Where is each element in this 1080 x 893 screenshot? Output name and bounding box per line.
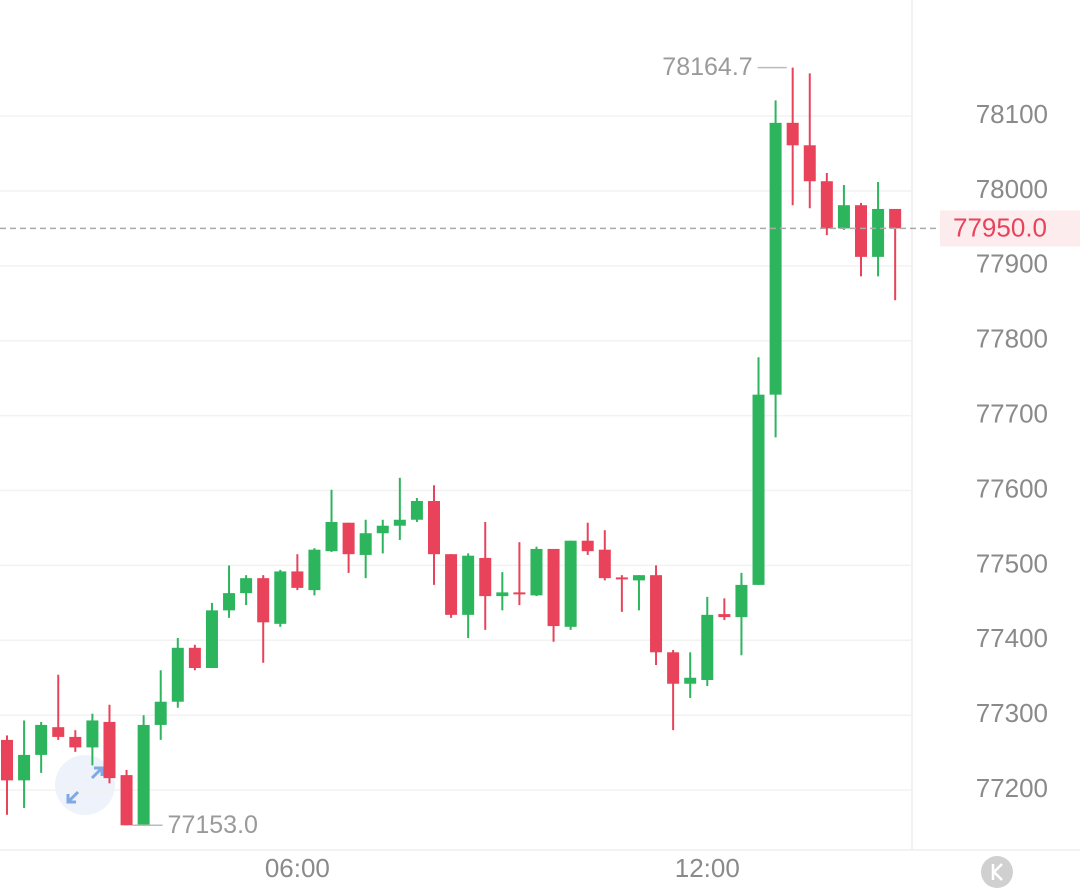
candle-body	[393, 519, 406, 526]
candle-body	[342, 522, 355, 555]
candle-body	[650, 575, 663, 653]
max-label: 78164.7	[662, 53, 752, 81]
candle-body	[581, 540, 594, 552]
y-tick-label: 77700	[976, 399, 1048, 429]
candle-body	[1, 739, 13, 781]
y-tick-label: 77500	[976, 548, 1048, 578]
candle-body	[291, 571, 304, 588]
candle-body	[786, 122, 799, 146]
candle-body	[154, 701, 167, 725]
y-tick-label: 78100	[976, 99, 1048, 129]
candle-body	[257, 578, 270, 623]
candle-body	[547, 548, 560, 627]
candle-body	[564, 540, 577, 627]
candle-body	[752, 394, 765, 585]
candle-body	[479, 557, 492, 597]
min-label: 77153.0	[168, 811, 258, 839]
candle-body	[667, 652, 680, 684]
candle-body	[240, 578, 253, 594]
candle-body	[223, 593, 236, 611]
candle-body	[137, 724, 150, 826]
candle-body	[35, 724, 48, 755]
candle-body	[376, 525, 389, 534]
candle-body	[615, 577, 628, 580]
y-tick-label: 77600	[976, 473, 1048, 503]
candle-body	[889, 208, 902, 229]
candle-body	[462, 555, 475, 615]
candle-body	[428, 501, 440, 555]
y-tick-label: 78000	[976, 174, 1048, 204]
candle-body	[359, 533, 372, 555]
candle-body	[188, 647, 201, 669]
candle-body	[803, 145, 816, 182]
y-tick-label: 77800	[976, 324, 1048, 354]
candle-body	[855, 205, 867, 257]
candle-body	[513, 592, 526, 595]
expand-button[interactable]	[55, 755, 115, 815]
y-tick-label: 77300	[976, 698, 1048, 728]
candle-body	[69, 736, 82, 748]
candle-body	[171, 647, 184, 702]
candle-body	[325, 521, 338, 552]
candle-body	[837, 205, 850, 229]
candle-body	[735, 584, 748, 618]
candle-body	[274, 571, 287, 624]
candle-body	[820, 181, 833, 229]
k-button[interactable]	[981, 856, 1013, 888]
candle-body	[445, 554, 458, 615]
candle-body	[18, 754, 31, 781]
y-tick-label: 77200	[976, 773, 1048, 803]
candle-body	[205, 610, 218, 669]
candle-body	[598, 549, 611, 579]
candle-body	[769, 122, 782, 395]
y-tick-label: 77900	[976, 249, 1048, 279]
candle-body	[496, 592, 509, 597]
expand-icon[interactable]	[66, 766, 104, 804]
candle-body	[718, 614, 731, 618]
candle-body	[52, 727, 65, 737]
candle-body	[701, 614, 714, 680]
k-icon[interactable]	[991, 863, 1003, 881]
candle-body	[684, 677, 697, 684]
x-tick-label: 06:00	[265, 853, 330, 883]
candle-body	[410, 501, 423, 520]
y-tick-label: 77400	[976, 623, 1048, 653]
candle-body	[120, 775, 133, 826]
candle-body	[86, 720, 99, 748]
candle-body	[632, 575, 645, 581]
candle-body	[308, 549, 321, 591]
candle-body	[872, 208, 885, 257]
x-tick-label: 12:00	[675, 853, 740, 883]
last-price-label: 77950.0	[953, 212, 1047, 242]
last-price-box	[940, 210, 1080, 247]
k-circle[interactable]	[981, 856, 1013, 888]
candle-body	[530, 548, 543, 596]
candle-body	[103, 721, 116, 779]
